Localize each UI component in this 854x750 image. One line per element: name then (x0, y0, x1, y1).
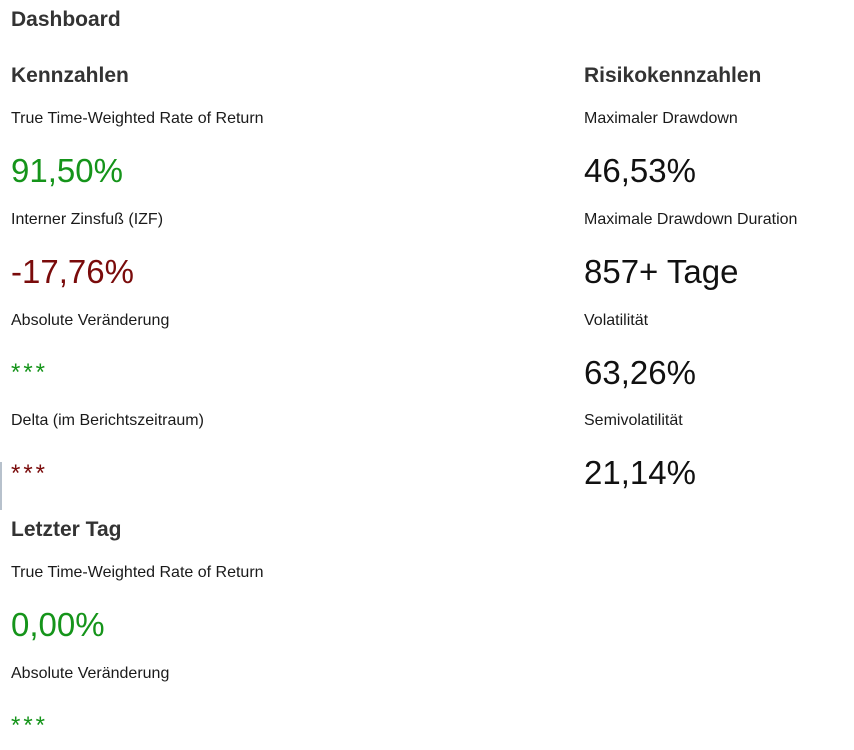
risk-label-max-drawdown-duration: Maximale Drawdown Duration (584, 211, 798, 228)
metric-label-izf: Interner Zinsfuß (IZF) (11, 211, 164, 228)
metric-label-absolute-change: Absolute Veränderung (11, 312, 170, 329)
risk-label-max-drawdown: Maximaler Drawdown (584, 110, 738, 127)
metric-value-absolute-change: *** (11, 359, 49, 386)
metric-value-delta: *** (11, 460, 49, 487)
risk-value-max-drawdown: 46,53% (584, 152, 696, 189)
risk-value-semivolatility: 21,14% (584, 454, 696, 491)
left-edge-indicator (0, 462, 2, 510)
risk-label-volatility: Volatilität (584, 312, 649, 329)
kennzahlen-heading: Kennzahlen (11, 64, 129, 87)
risk-value-volatility: 63,26% (584, 354, 696, 391)
metric-value-ttwror: 91,50% (11, 152, 123, 189)
last-day-label-ttwror: True Time-Weighted Rate of Return (11, 564, 264, 581)
last-day-label-absolute-change: Absolute Veränderung (11, 665, 170, 682)
dashboard-title: Dashboard (11, 8, 121, 31)
risk-value-max-drawdown-duration: 857+ Tage (584, 253, 739, 290)
metric-label-delta: Delta (im Berichtszeitraum) (11, 412, 204, 429)
risikokennzahlen-heading: Risikokennzahlen (584, 64, 762, 87)
metric-label-ttwror: True Time-Weighted Rate of Return (11, 110, 264, 127)
metric-value-izf: -17,76% (11, 253, 134, 290)
last-day-value-ttwror: 0,00% (11, 606, 105, 643)
last-day-value-absolute-change: *** (11, 712, 49, 739)
letzter-tag-heading: Letzter Tag (11, 518, 122, 541)
risk-label-semivolatility: Semivolatilität (584, 412, 683, 429)
